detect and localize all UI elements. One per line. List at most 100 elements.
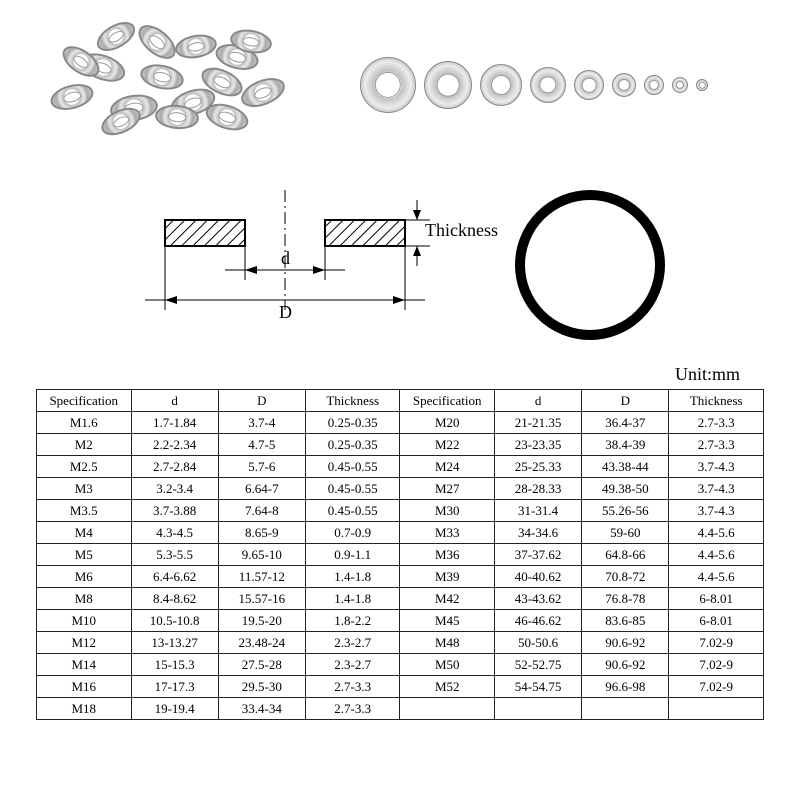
- cell: 3.7-3.88: [131, 500, 218, 522]
- hdr-t-r: Thickness: [669, 390, 764, 412]
- cell: 1.4-1.8: [305, 566, 400, 588]
- size-washer: [672, 77, 688, 93]
- cell: 27.5-28: [218, 654, 305, 676]
- cell: 59-60: [582, 522, 669, 544]
- cell: 5.7-6: [218, 456, 305, 478]
- cell: M22: [400, 434, 495, 456]
- cell: M10: [37, 610, 132, 632]
- cell: 23-23.35: [494, 434, 581, 456]
- table-row: M44.3-4.58.65-90.7-0.9M3334-34.659-604.4…: [37, 522, 764, 544]
- cell: 55.26-56: [582, 500, 669, 522]
- hdr-D-l: D: [218, 390, 305, 412]
- cell: 2.7-3.3: [305, 676, 400, 698]
- cell: M12: [37, 632, 132, 654]
- table-row: M1010.5-10.819.5-201.8-2.2M4546-46.6283.…: [37, 610, 764, 632]
- cell: 0.45-0.55: [305, 456, 400, 478]
- size-washer: [644, 75, 664, 95]
- cell: 83.6-85: [582, 610, 669, 632]
- cell: M30: [400, 500, 495, 522]
- cell: 46-46.62: [494, 610, 581, 632]
- cell: 70.8-72: [582, 566, 669, 588]
- cell: 54-54.75: [494, 676, 581, 698]
- cell: 2.7-3.3: [669, 434, 764, 456]
- size-washer: [612, 73, 636, 97]
- cell: 7.02-9: [669, 676, 764, 698]
- cell: 43.38-44: [582, 456, 669, 478]
- unit-label: Unit:mm: [0, 364, 800, 385]
- cell: M4: [37, 522, 132, 544]
- spec-table: Specification d D Thickness Specificatio…: [36, 389, 764, 720]
- cell: 7.64-8: [218, 500, 305, 522]
- cell: M27: [400, 478, 495, 500]
- cell: 6.64-7: [218, 478, 305, 500]
- diagram-row: Thickness d D: [0, 160, 800, 360]
- cell: M16: [37, 676, 132, 698]
- size-washer: [424, 61, 472, 109]
- cell: 3.7-4.3: [669, 456, 764, 478]
- cell: M8: [37, 588, 132, 610]
- cell: 34-34.6: [494, 522, 581, 544]
- cell: 96.6-98: [582, 676, 669, 698]
- pile-washer: [138, 61, 186, 94]
- table-row: M1.61.7-1.843.7-40.25-0.35M2021-21.3536.…: [37, 412, 764, 434]
- table-row: M55.3-5.59.65-100.9-1.1M3637-37.6264.8-6…: [37, 544, 764, 566]
- cell: 90.6-92: [582, 632, 669, 654]
- cell: 4.4-5.6: [669, 522, 764, 544]
- table-row: M1819-19.433.4-342.7-3.3: [37, 698, 764, 720]
- cell: 2.2-2.34: [131, 434, 218, 456]
- cell: 28-28.33: [494, 478, 581, 500]
- hdr-d-r: d: [494, 390, 581, 412]
- size-washer: [574, 70, 604, 100]
- cell: 4.3-4.5: [131, 522, 218, 544]
- cell: 4.7-5: [218, 434, 305, 456]
- cell: 0.9-1.1: [305, 544, 400, 566]
- table-row: M3.53.7-3.887.64-80.45-0.55M3031-31.455.…: [37, 500, 764, 522]
- table-row: M66.4-6.6211.57-121.4-1.8M3940-40.6270.8…: [37, 566, 764, 588]
- cell: 2.7-3.3: [669, 412, 764, 434]
- cell: 23.48-24: [218, 632, 305, 654]
- hdr-spec-r: Specification: [400, 390, 495, 412]
- cell: 8.65-9: [218, 522, 305, 544]
- cell: 3.7-4.3: [669, 478, 764, 500]
- table-row: M22.2-2.344.7-50.25-0.35M2223-23.3538.4-…: [37, 434, 764, 456]
- cell: M39: [400, 566, 495, 588]
- size-washer: [480, 64, 522, 106]
- cell: 38.4-39: [582, 434, 669, 456]
- cell: 0.45-0.55: [305, 500, 400, 522]
- cell: 4.4-5.6: [669, 544, 764, 566]
- cross-section-diagram: Thickness d D: [135, 190, 435, 340]
- hdr-D-r: D: [582, 390, 669, 412]
- cell: M2.5: [37, 456, 132, 478]
- cell: 15-15.3: [131, 654, 218, 676]
- cell: M18: [37, 698, 132, 720]
- cell: M48: [400, 632, 495, 654]
- cell: 49.38-50: [582, 478, 669, 500]
- cell: 15.57-16: [218, 588, 305, 610]
- table-row: M1415-15.327.5-282.3-2.7M5052-52.7590.6-…: [37, 654, 764, 676]
- cell: 5.3-5.5: [131, 544, 218, 566]
- cell: 25-25.33: [494, 456, 581, 478]
- ring-outline-graphic: [515, 190, 665, 340]
- pile-washer: [48, 80, 97, 115]
- cell: 3.2-3.4: [131, 478, 218, 500]
- pile-washer: [237, 72, 289, 113]
- cell: 0.25-0.35: [305, 412, 400, 434]
- table-row: M33.2-3.46.64-70.45-0.55M2728-28.3349.38…: [37, 478, 764, 500]
- cell: [582, 698, 669, 720]
- cell: M5: [37, 544, 132, 566]
- pile-washer: [92, 16, 140, 57]
- table-row: M1213-13.2723.48-242.3-2.7M4850-50.690.6…: [37, 632, 764, 654]
- cell: M2: [37, 434, 132, 456]
- size-washer: [360, 57, 416, 113]
- cell: 2.3-2.7: [305, 654, 400, 676]
- cell: 40-40.62: [494, 566, 581, 588]
- cell: M3.5: [37, 500, 132, 522]
- cell: M3: [37, 478, 132, 500]
- cell: M6: [37, 566, 132, 588]
- cell: 31-31.4: [494, 500, 581, 522]
- spec-table-wrap: Specification d D Thickness Specificatio…: [0, 385, 800, 720]
- cell: M14: [37, 654, 132, 676]
- cell: 19.5-20: [218, 610, 305, 632]
- cell: 50-50.6: [494, 632, 581, 654]
- cell: 6-8.01: [669, 588, 764, 610]
